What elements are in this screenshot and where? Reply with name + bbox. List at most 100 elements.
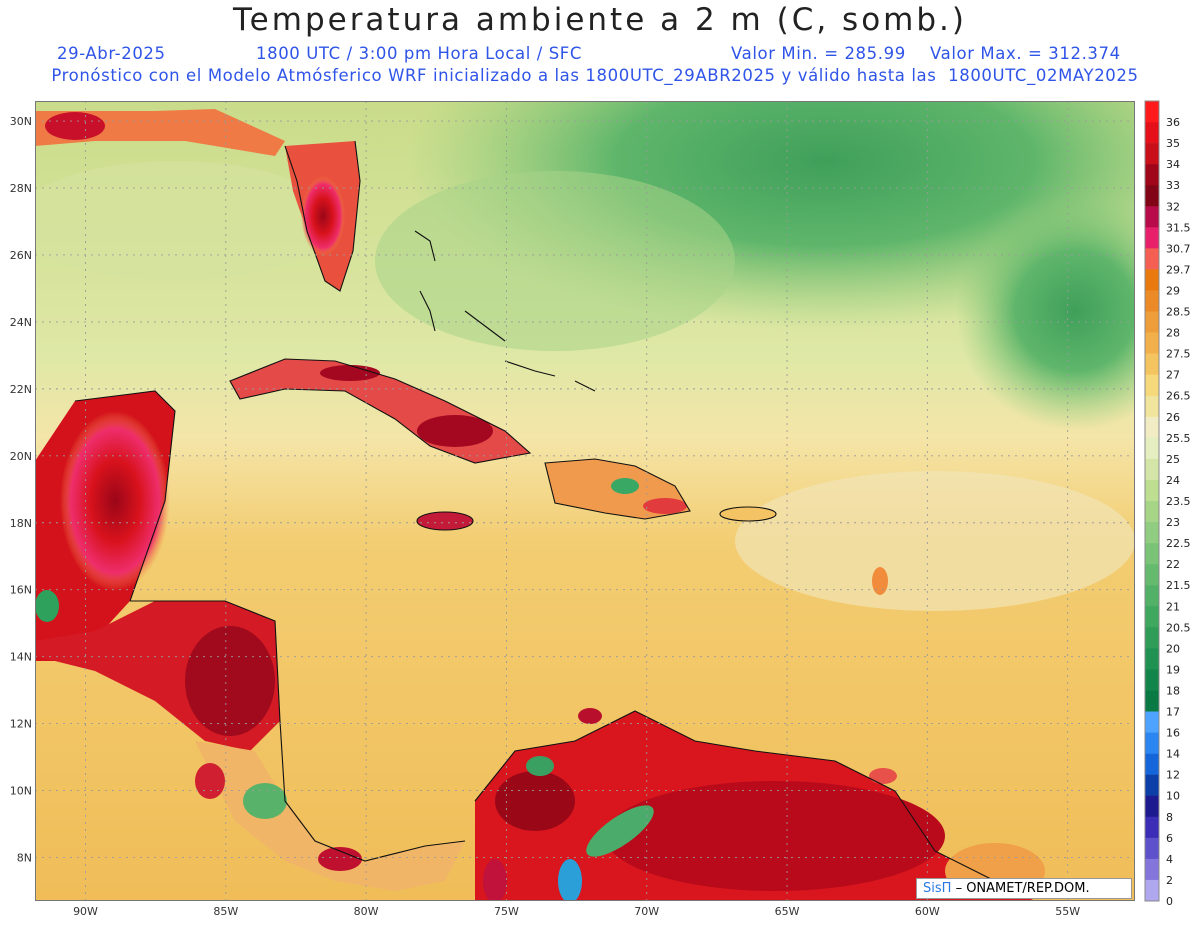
- colorbar-swatch: [1145, 101, 1159, 123]
- lon-label: 55W: [1055, 905, 1080, 918]
- colorbar-swatch: [1145, 501, 1159, 523]
- colorbar-swatch: [1145, 795, 1159, 818]
- colorbar-label: 20.5: [1166, 621, 1191, 634]
- colorbar-swatch: [1145, 311, 1159, 333]
- colorbar-swatch: [1145, 564, 1159, 586]
- colorbar: 363534333231.530.729.72928.52827.52726.5…: [1144, 100, 1191, 906]
- colorbar-label: 18: [1166, 684, 1180, 697]
- colorbar-swatch: [1145, 164, 1159, 186]
- colorbar-label: 21: [1166, 600, 1180, 613]
- colorbar-swatch: [1145, 227, 1159, 249]
- colorbar-swatch: [1145, 585, 1159, 607]
- lat-label: 22N: [10, 383, 32, 396]
- colorbar-label: 25: [1166, 453, 1180, 466]
- colorbar-label: 34: [1166, 158, 1180, 171]
- lat-label: 12N: [10, 718, 32, 731]
- colorbar-swatch: [1145, 627, 1159, 649]
- lon-label: 65W: [775, 905, 800, 918]
- lat-label: 30N: [10, 115, 32, 128]
- forecast-date: 29-Abr-2025: [57, 44, 166, 63]
- colorbar-label: 24: [1166, 474, 1180, 487]
- colorbar-swatch: [1145, 648, 1159, 670]
- colorbar-label: 30.7: [1166, 242, 1191, 255]
- colorbar-swatch: [1145, 837, 1159, 860]
- colorbar-label: 28: [1166, 327, 1180, 340]
- lon-label: 80W: [354, 905, 379, 918]
- colorbar-label: 0: [1166, 895, 1173, 906]
- cool-ocean-zone-east: [955, 191, 1135, 431]
- colorbar-swatch: [1145, 437, 1159, 460]
- colorbar-swatch: [1145, 753, 1159, 775]
- colorbar-swatch: [1145, 606, 1159, 628]
- lat-label: 24N: [10, 316, 32, 329]
- longitude-labels: 90W 85W 80W 75W 70W 65W 60W 55W: [73, 905, 1080, 918]
- colorbar-label: 32: [1166, 200, 1180, 213]
- colorbar-swatch: [1145, 416, 1159, 439]
- lon-label: 60W: [915, 905, 940, 918]
- colorbar-swatch: [1145, 711, 1159, 733]
- colorbar-label: 21.5: [1166, 579, 1191, 592]
- colorbar-label: 35: [1166, 137, 1180, 150]
- colorbar-swatch: [1145, 206, 1159, 228]
- colorbar-label: 26.5: [1166, 390, 1191, 403]
- colorbar-swatch: [1145, 522, 1159, 544]
- colorbar-label: 2: [1166, 874, 1173, 887]
- credit-text: – ONAMET/REP.DOM.: [955, 881, 1090, 896]
- credit-box: SisΠ – ONAMET/REP.DOM.: [916, 878, 1132, 899]
- lon-label: 90W: [73, 905, 98, 918]
- colorbar-swatch: [1145, 690, 1159, 712]
- colorbar-label: 20: [1166, 642, 1180, 655]
- lat-label: 8N: [17, 851, 32, 864]
- colorbar-swatch: [1145, 395, 1159, 418]
- colorbar-label: 22: [1166, 558, 1180, 571]
- puerto-rico-island: [720, 507, 776, 521]
- colorbar-label: 4: [1166, 853, 1173, 866]
- colorbar-label: 19: [1166, 663, 1180, 676]
- colorbar-swatch: [1145, 458, 1159, 481]
- colorbar-label: 23.5: [1166, 495, 1191, 508]
- coastlines: [74, 140, 996, 882]
- colorbar-swatch: [1145, 669, 1159, 691]
- colorbar-label: 8: [1166, 811, 1173, 824]
- colorbar-swatch: [1145, 185, 1159, 207]
- colorbar-label: 22.5: [1166, 537, 1191, 550]
- valid-time: 1800 UTC / 3:00 pm Hora Local / SFC: [256, 44, 583, 63]
- colorbar-label: 16: [1166, 727, 1180, 740]
- colorbar-swatch: [1145, 858, 1159, 881]
- colorbar-label: 29.7: [1166, 263, 1191, 276]
- colorbar-label: 26: [1166, 411, 1180, 424]
- colorbar-swatch: [1145, 353, 1159, 375]
- colorbar-frame: [1144, 100, 1160, 902]
- map-frame: [35, 101, 1135, 901]
- jamaica-island: [417, 512, 473, 530]
- colorbar-label: 14: [1166, 748, 1180, 761]
- lat-label: 14N: [10, 651, 32, 664]
- lat-label: 10N: [10, 785, 32, 798]
- lat-label: 20N: [10, 450, 32, 463]
- colorbar-label: 28.5: [1166, 306, 1191, 319]
- max-value: Valor Max. = 312.374: [930, 44, 1121, 63]
- colorbar-swatch: [1145, 290, 1159, 312]
- colorbar-swatch: [1145, 732, 1159, 754]
- colorbar-swatch: [1145, 122, 1159, 144]
- lat-label: 18N: [10, 517, 32, 530]
- colorbar-label: 36: [1166, 116, 1180, 129]
- temperature-map: 30N 28N 26N 24N 22N 20N 18N 16N 14N 12N 10N 8N 90W 8…: [10, 101, 1135, 918]
- colorbar-swatch: [1145, 248, 1159, 270]
- colorbar-swatch: [1145, 143, 1159, 165]
- colorbar-swatch: [1145, 479, 1159, 502]
- lon-label: 75W: [494, 905, 519, 918]
- colorbar-swatch: [1145, 774, 1159, 797]
- colorbar-label: 6: [1166, 832, 1173, 845]
- lon-label: 70W: [634, 905, 659, 918]
- colorbar-label: 29: [1166, 284, 1180, 297]
- colorbar-swatch: [1145, 374, 1159, 397]
- colorbar-label: 23: [1166, 516, 1180, 529]
- colorbar-label: 27.5: [1166, 348, 1191, 361]
- colorbar-label: 33: [1166, 179, 1180, 192]
- lon-label: 85W: [213, 905, 238, 918]
- sispi-logo-text: SisΠ: [923, 881, 952, 896]
- colorbar-label: 31.5: [1166, 221, 1191, 234]
- map-title: Temperatura ambiente a 2 m (C, somb.): [233, 2, 967, 38]
- colorbar-label: 10: [1166, 790, 1180, 803]
